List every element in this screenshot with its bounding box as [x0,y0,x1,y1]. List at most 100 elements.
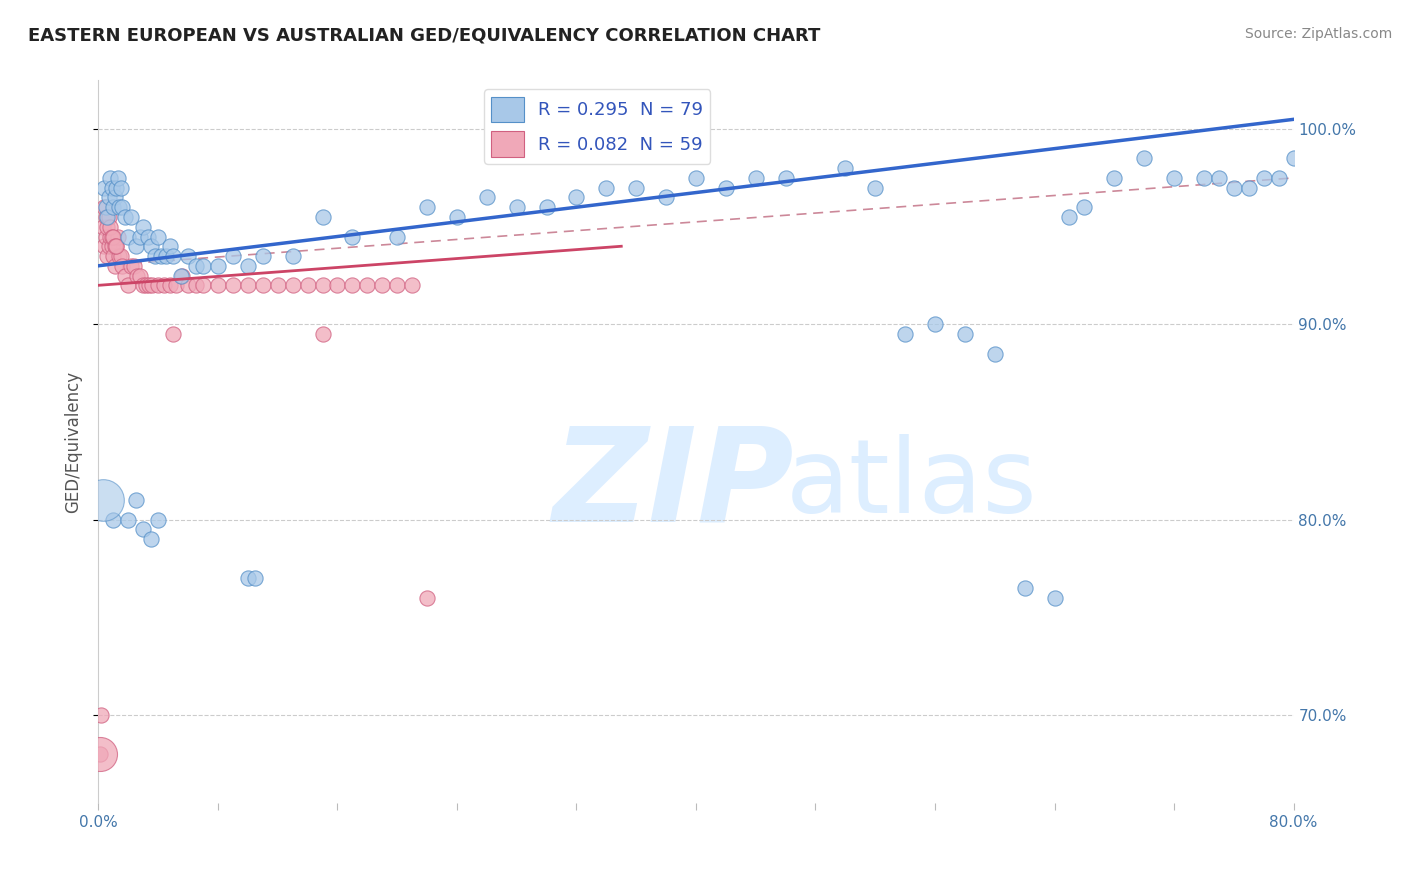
Point [191,278,214,293]
Point [104,239,127,253]
Point [385,278,409,293]
Point [311,278,333,293]
Point [416,200,439,214]
Point [139,239,162,253]
Point [834,161,856,176]
Point [984,346,1007,360]
Point [1104,170,1126,185]
Point [103,229,125,244]
Legend: R = 0.295  N = 79, R = 0.082  N = 59: R = 0.295 N = 79, R = 0.082 N = 59 [484,89,710,164]
Point [101,180,124,194]
Point [177,249,200,263]
Point [97,239,120,253]
Point [1267,170,1289,185]
Point [120,259,142,273]
Text: EASTERN EUROPEAN VS AUSTRALIAN GED/EQUIVALENCY CORRELATION CHART: EASTERN EUROPEAN VS AUSTRALIAN GED/EQUIV… [28,27,821,45]
Point [311,327,333,342]
Point [132,278,155,293]
Point [107,170,129,185]
Point [222,278,245,293]
Point [162,249,184,263]
Point [865,180,887,194]
Point [655,190,678,204]
Point [98,219,122,234]
Point [114,210,136,224]
Y-axis label: GED/Equivalency: GED/Equivalency [65,370,83,513]
Point [105,239,128,253]
Point [165,278,187,293]
Point [96,249,118,263]
Point [1163,170,1185,185]
Text: atlas: atlas [786,434,1038,535]
Point [135,278,157,293]
Point [94,229,117,244]
Point [714,180,737,194]
Point [93,200,115,214]
Point [536,200,558,214]
Point [89,747,111,761]
Point [129,268,152,283]
Point [159,239,181,253]
Point [97,190,120,204]
Point [281,249,304,263]
Point [595,180,617,194]
Point [626,180,648,194]
Point [236,278,259,293]
Point [136,229,159,244]
Point [114,268,136,283]
Point [117,513,139,527]
Point [184,259,207,273]
Point [103,200,125,214]
Point [342,278,364,293]
Point [101,239,124,253]
Point [222,249,245,263]
Point [150,249,173,263]
Point [252,249,274,263]
Point [96,210,118,224]
Point [371,278,394,293]
Point [207,259,229,273]
Point [685,170,707,185]
Point [385,229,409,244]
Point [110,249,132,263]
Point [162,327,184,342]
Point [103,249,125,263]
Point [894,327,917,342]
Point [1059,210,1081,224]
Point [236,259,259,273]
Point [98,229,122,244]
Point [90,707,112,722]
Point [1192,170,1215,185]
Point [416,591,439,605]
Point [207,278,229,293]
Point [91,219,114,234]
Point [127,268,149,283]
Point [775,170,797,185]
Text: Source: ZipAtlas.com: Source: ZipAtlas.com [1244,27,1392,41]
Point [117,278,139,293]
Point [1282,152,1305,166]
Point [1133,152,1156,166]
Point [924,318,946,332]
Point [281,278,304,293]
Point [297,278,319,293]
Point [177,278,200,293]
Point [1237,180,1260,194]
Point [1073,200,1095,214]
Point [111,259,134,273]
Point [184,278,207,293]
Point [1043,591,1066,605]
Point [401,278,423,293]
Point [953,327,976,342]
Point [91,493,114,508]
Point [446,210,468,224]
Point [1208,170,1230,185]
Point [103,513,125,527]
Point [356,278,378,293]
Point [155,249,177,263]
Point [94,200,117,214]
Point [148,278,170,293]
Point [129,229,152,244]
Point [93,180,115,194]
Point [326,278,349,293]
